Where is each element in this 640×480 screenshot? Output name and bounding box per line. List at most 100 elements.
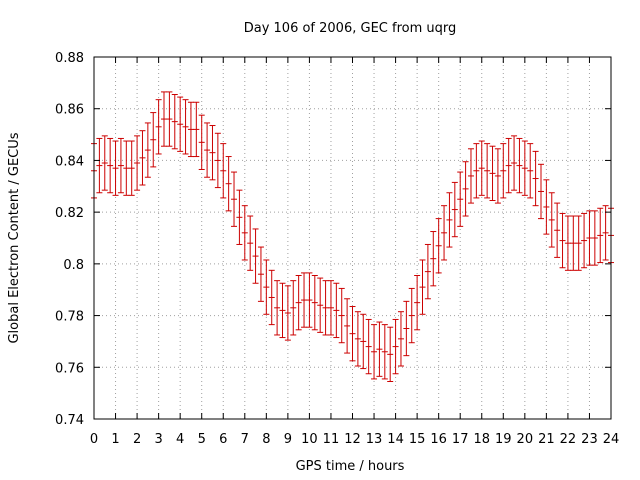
y-tick-label: 0.74 bbox=[55, 413, 84, 428]
error-bar-point bbox=[209, 125, 216, 181]
error-bar-point bbox=[166, 91, 173, 147]
error-bar-point bbox=[376, 321, 383, 377]
error-bar-point bbox=[161, 91, 168, 147]
error-bar-point bbox=[602, 205, 609, 261]
error-bar-point bbox=[349, 306, 356, 362]
error-bar-point bbox=[478, 140, 485, 196]
chart-title: Day 106 of 2006, GEC from uqrg bbox=[244, 21, 457, 36]
error-bar-point bbox=[225, 156, 232, 212]
error-bar-point bbox=[521, 140, 528, 196]
error-bar-point bbox=[252, 228, 259, 284]
x-tick-label: 24 bbox=[603, 432, 620, 447]
error-bar-point bbox=[591, 210, 598, 266]
error-bar-point bbox=[236, 189, 243, 245]
error-bar-point bbox=[387, 326, 394, 383]
error-bar-point bbox=[257, 246, 264, 302]
error-bar-point bbox=[419, 259, 426, 315]
x-tick-label: 9 bbox=[284, 432, 292, 447]
error-bar-point bbox=[484, 143, 491, 199]
error-bar-point bbox=[338, 287, 345, 344]
error-bar-point bbox=[462, 161, 469, 217]
error-bar-point bbox=[543, 179, 550, 235]
y-axis-label: Global Electron Content / GECUs bbox=[7, 132, 22, 343]
error-bar-point bbox=[311, 274, 318, 331]
error-bar-point bbox=[430, 231, 437, 287]
error-bar-point bbox=[274, 280, 281, 336]
x-tick-label: 23 bbox=[581, 432, 598, 447]
y-tick-label: 0.78 bbox=[55, 310, 84, 325]
error-bar-point bbox=[586, 210, 593, 266]
x-tick-label: 3 bbox=[154, 432, 162, 447]
x-tick-label: 19 bbox=[495, 432, 512, 447]
error-bar-point bbox=[231, 171, 238, 227]
error-bar-point bbox=[306, 272, 313, 328]
y-tick-label: 0.82 bbox=[55, 206, 84, 221]
error-bar-point bbox=[295, 274, 302, 331]
x-tick-label: 14 bbox=[387, 432, 404, 447]
error-bar-point bbox=[284, 285, 291, 341]
error-bar-point bbox=[220, 143, 227, 199]
x-tick-label: 10 bbox=[301, 432, 318, 447]
x-tick-label: 20 bbox=[517, 432, 534, 447]
error-bar-point bbox=[457, 171, 464, 227]
x-tick-label: 16 bbox=[430, 432, 447, 447]
error-bar-point bbox=[150, 112, 157, 168]
error-bar-point bbox=[317, 277, 324, 333]
x-tick-label: 18 bbox=[473, 432, 490, 447]
error-bar-point bbox=[527, 143, 534, 199]
error-bar-point bbox=[564, 215, 571, 271]
error-bar-point bbox=[354, 311, 361, 367]
error-bar-point bbox=[322, 280, 329, 336]
error-bar-point bbox=[112, 140, 119, 196]
error-bar-point bbox=[279, 282, 286, 339]
error-bar-point bbox=[123, 140, 130, 196]
error-bar-point bbox=[96, 137, 103, 194]
x-tick-label: 15 bbox=[409, 432, 426, 447]
error-bar-point bbox=[117, 137, 124, 194]
error-bar-point bbox=[500, 143, 507, 199]
error-bar-point bbox=[435, 218, 442, 274]
error-bar-point bbox=[403, 300, 410, 357]
y-tick-label: 0.8 bbox=[63, 258, 84, 273]
error-bar-point bbox=[494, 148, 501, 204]
error-bar-point bbox=[516, 137, 523, 194]
error-bar-point bbox=[171, 93, 178, 150]
error-bar-point bbox=[441, 205, 448, 261]
error-bar-point bbox=[333, 282, 340, 339]
error-bar-point bbox=[397, 311, 404, 367]
y-tick-label: 0.76 bbox=[55, 361, 84, 376]
error-bar-point bbox=[537, 163, 544, 220]
x-tick-label: 11 bbox=[323, 432, 340, 447]
x-tick-label: 21 bbox=[538, 432, 555, 447]
y-tick-label: 0.86 bbox=[55, 103, 84, 118]
error-bar-point bbox=[107, 137, 114, 194]
error-bar-point bbox=[204, 122, 211, 178]
error-bar-point bbox=[155, 99, 162, 155]
error-bar-point bbox=[290, 280, 297, 336]
error-bar-point bbox=[128, 140, 135, 196]
error-bar-point bbox=[424, 243, 431, 300]
error-bar-point bbox=[575, 215, 582, 271]
x-tick-label: 2 bbox=[133, 432, 141, 447]
error-bar-point bbox=[182, 99, 189, 155]
x-tick-label: 1 bbox=[111, 432, 119, 447]
error-bar-point bbox=[505, 137, 512, 194]
error-bar-point bbox=[548, 192, 555, 248]
x-tick-label: 8 bbox=[262, 432, 270, 447]
error-bar-point bbox=[414, 274, 421, 331]
error-bar-point bbox=[177, 96, 184, 152]
x-axis-label: GPS time / hours bbox=[296, 459, 405, 474]
error-bar-point bbox=[381, 324, 388, 380]
x-tick-label: 7 bbox=[241, 432, 249, 447]
error-bar-point bbox=[554, 202, 561, 258]
error-bar-point bbox=[511, 135, 518, 191]
error-bar-point bbox=[187, 101, 194, 158]
error-bar-point bbox=[489, 145, 496, 202]
error-bar-point bbox=[198, 114, 205, 170]
error-bar-point bbox=[268, 269, 275, 326]
error-bar-point bbox=[451, 181, 458, 238]
error-bar-point bbox=[327, 280, 334, 336]
x-tick-label: 12 bbox=[344, 432, 361, 447]
error-bar-point bbox=[446, 192, 453, 248]
